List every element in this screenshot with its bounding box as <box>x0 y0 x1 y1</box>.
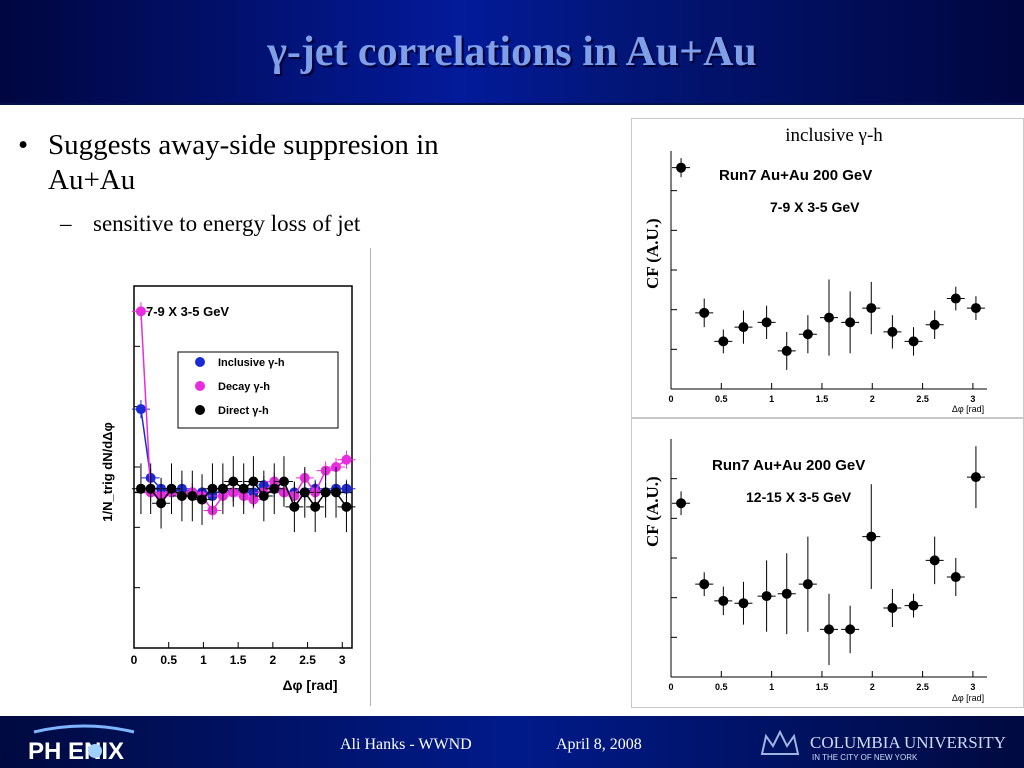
legend-marker-decay <box>195 381 205 391</box>
data-point <box>718 336 729 347</box>
data-point <box>135 306 146 317</box>
x-tick-label: 3 <box>970 682 975 692</box>
x-tick-label: 3 <box>970 394 975 404</box>
data-point <box>676 162 687 173</box>
data-point <box>908 336 919 347</box>
data-point <box>970 472 981 483</box>
x-tick-label: 1.5 <box>816 394 829 404</box>
y-axis-label: CF (A.U.) <box>643 476 662 547</box>
data-point <box>929 319 940 330</box>
footer-date: April 8, 2008 <box>556 736 642 753</box>
y-axis-label: CF (A.U.) <box>643 218 662 289</box>
chart-inclusive-7-9: inclusive γ-h CF (A.U.) Run7 Au+Au 200 G… <box>631 118 1024 418</box>
data-point <box>699 307 710 318</box>
sub-bullet-item: – sensitive to energy loss of jet <box>18 210 498 238</box>
chart-inclusive-12-15: CF (A.U.) Run7 Au+Au 200 GeV 12-15 X 3-5… <box>631 418 1024 708</box>
legend-marker-direct <box>195 405 205 415</box>
bullet-item: • Suggests away-side suppresion in Au+Au <box>18 128 498 198</box>
bullet-list: • Suggests away-side suppresion in Au+Au… <box>18 128 498 238</box>
data-point <box>970 303 981 314</box>
data-point <box>718 595 729 606</box>
logo-star-icon <box>88 744 102 758</box>
data-point <box>699 579 710 590</box>
x-axis-label: Δφ [rad] <box>952 693 984 703</box>
x-tick-label: 2.5 <box>299 653 316 667</box>
data-point <box>761 591 772 602</box>
x-tick-label: 1 <box>200 653 207 667</box>
data-point <box>802 579 813 590</box>
data-point <box>135 483 146 494</box>
data-point <box>761 317 772 328</box>
data-point <box>929 555 940 566</box>
logo-arc <box>33 724 135 734</box>
university-subtitle: IN THE CITY OF NEW YORK <box>812 753 918 762</box>
phenix-logo: PH ENIX <box>28 724 135 765</box>
footer-author: Ali Hanks - WWND <box>340 736 472 753</box>
data-point <box>908 600 919 611</box>
x-tick-label: 3 <box>339 653 346 667</box>
x-axis-label: Δφ [rad] <box>952 404 984 414</box>
y-axis-label: 1/N_trig dN/dΔφ <box>100 422 115 522</box>
x-tick-label: 2 <box>870 682 875 692</box>
x-tick-label: 1 <box>769 394 774 404</box>
title-bar <box>0 0 1024 105</box>
x-tick-label: 2 <box>270 653 277 667</box>
data-point <box>676 498 687 509</box>
data-point <box>781 345 792 356</box>
crown-icon <box>760 729 800 755</box>
legend-marker-inclusive <box>195 357 205 367</box>
legend-label-decay: Decay γ-h <box>218 381 270 393</box>
x-tick-label: 0.5 <box>715 682 728 692</box>
legend: Inclusive γ-h Decay γ-h Direct γ-h <box>177 351 339 429</box>
data-point <box>802 329 813 340</box>
legend-label-direct: Direct γ-h <box>218 405 269 417</box>
legend-label-inclusive: Inclusive γ-h <box>218 357 285 369</box>
x-tick-label: 1.5 <box>816 682 829 692</box>
data-point <box>845 317 856 328</box>
university-name: COLUMBIA UNIVERSITY <box>810 733 1006 752</box>
run-annotation: Run7 Au+Au 200 GeV <box>719 167 872 184</box>
data-point <box>738 598 749 609</box>
data-point <box>824 624 834 635</box>
slide-title: γ-jet correlations in Au+Au <box>267 29 757 75</box>
x-tick-label: 2.5 <box>916 394 929 404</box>
plot-frame <box>133 285 353 649</box>
data-point <box>824 312 834 323</box>
columbia-logo: COLUMBIA UNIVERSITY IN THE CITY OF NEW Y… <box>760 729 1006 762</box>
chart-title: 7-9 X 3-5 GeV <box>146 304 229 319</box>
x-tick-label: 2.5 <box>916 682 929 692</box>
data-point <box>738 322 749 333</box>
x-tick-label: 0 <box>131 653 138 667</box>
x-tick-label: 0.5 <box>160 653 177 667</box>
chart-title: inclusive γ-h <box>785 125 883 146</box>
run-annotation: Run7 Au+Au 200 GeV <box>712 457 865 474</box>
x-tick-label: 1.5 <box>230 653 247 667</box>
x-tick-label: 0 <box>668 394 673 404</box>
footer-bar <box>0 716 1024 768</box>
sub-bullet-text: sensitive to energy loss of jet <box>93 211 361 236</box>
x-tick-label: 1 <box>769 682 774 692</box>
series-line <box>140 480 348 509</box>
data-point <box>845 624 856 635</box>
divider-line <box>370 248 371 706</box>
data-point <box>950 293 961 304</box>
x-axis-label: Δφ [rad] <box>282 677 337 693</box>
data-point <box>887 602 898 613</box>
x-tick-label: 0.5 <box>715 394 728 404</box>
bullet-glyph: • <box>18 129 29 161</box>
legend-box <box>177 351 339 429</box>
bin-annotation: 7-9 X 3-5 GeV <box>770 199 860 215</box>
data-point <box>950 572 961 583</box>
bullet-text: Suggests away-side suppresion in Au+Au <box>48 129 439 196</box>
data-point <box>887 326 898 337</box>
x-tick-label: 0 <box>668 682 673 692</box>
data-point <box>866 531 877 542</box>
x-tick-label: 2 <box>870 394 875 404</box>
chart-direct-photon-hadron: 7-9 X 3-5 GeV Inclusive γ-h Decay γ-h Di… <box>90 282 365 702</box>
data-point <box>781 588 792 599</box>
data-point <box>866 303 877 314</box>
sub-bullet-glyph: – <box>60 211 72 236</box>
bin-annotation: 12-15 X 3-5 GeV <box>746 489 852 505</box>
logo-text: PH ENIX <box>28 738 124 765</box>
